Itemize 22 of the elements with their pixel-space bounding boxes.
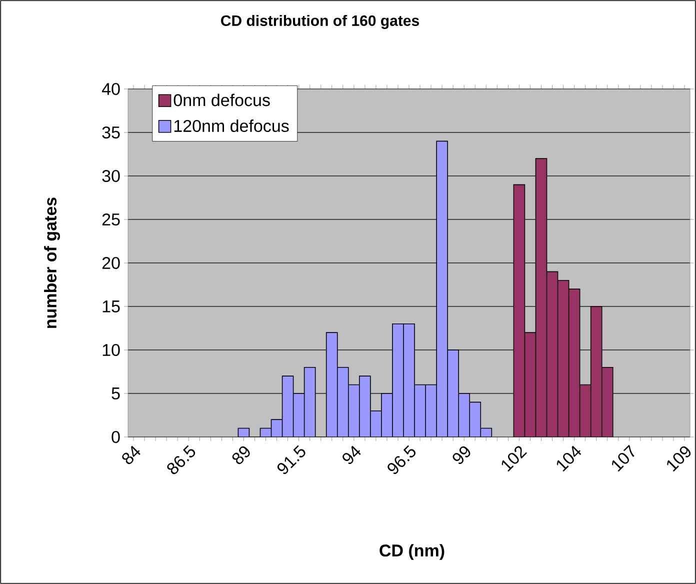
x-tick-label: 89 <box>232 446 250 464</box>
x-tick-label: 94 <box>342 446 361 464</box>
y-tick-label: 35 <box>102 126 120 139</box>
y-tick-label: 40 <box>102 82 120 96</box>
y-axis-title: number of gates <box>44 198 60 328</box>
y-tick-label: 15 <box>102 300 120 312</box>
y-tick-label: 25 <box>102 213 120 226</box>
x-tick-label: 84 <box>122 446 140 464</box>
legend-label: 120nm defocus <box>174 120 289 132</box>
y-tick-label: 30 <box>102 170 120 182</box>
y-tick-label: 10 <box>102 344 120 356</box>
chart-title: CD distribution of 160 gates <box>221 14 419 30</box>
y-tick-label: 20 <box>102 256 120 270</box>
y-tick-label: 0 <box>112 430 120 444</box>
y-tick-label: 5 <box>112 388 120 400</box>
x-tick-label: 109 <box>667 446 691 472</box>
x-tick-label: 107 <box>612 444 634 472</box>
x-tick-label: 99 <box>452 446 470 464</box>
legend-label: 0nm defocus <box>174 94 270 106</box>
x-axis-title: CD (nm) <box>380 544 444 560</box>
x-tick-label: 102 <box>502 446 527 472</box>
x-tick-label: 104 <box>556 446 582 472</box>
